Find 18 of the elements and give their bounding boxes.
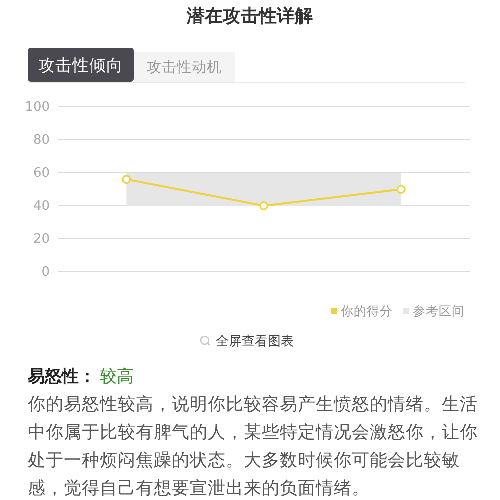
legend-label: 你的得分 — [340, 304, 393, 318]
text: 易怒性： — [27, 367, 96, 387]
point — [260, 202, 268, 210]
y-tick-label: 100 — [25, 100, 50, 116]
text: 攻击性倾向 — [38, 56, 124, 75]
text: 你的易怒性较高，说明你比较容易产生愤怒的情绪。生活中你属于比较有脾气的人，某些特定情况会激怒你，让你处于一种烦闷焦躁的状态。大多数时候你可能会比较敏感，觉得自己有想要宣泄出来的负面情绪。 — [28, 394, 479, 500]
text: 全屏查看图表 — [216, 334, 294, 350]
y-tick-label: 80 — [33, 133, 50, 148]
y-tick-label: 20 — [33, 232, 50, 248]
point — [122, 175, 132, 184]
legend-label: 参考区间 — [413, 304, 465, 318]
chart-title: 潜在攻击性详解 — [186, 6, 313, 27]
y-tick-label: 0 — [42, 265, 50, 280]
y-tick-label: 60 — [33, 166, 50, 182]
text: 较高 — [100, 367, 134, 387]
point — [396, 185, 406, 194]
y-tick-label: 40 — [33, 199, 50, 214]
text: 攻击性动机 — [147, 59, 222, 76]
